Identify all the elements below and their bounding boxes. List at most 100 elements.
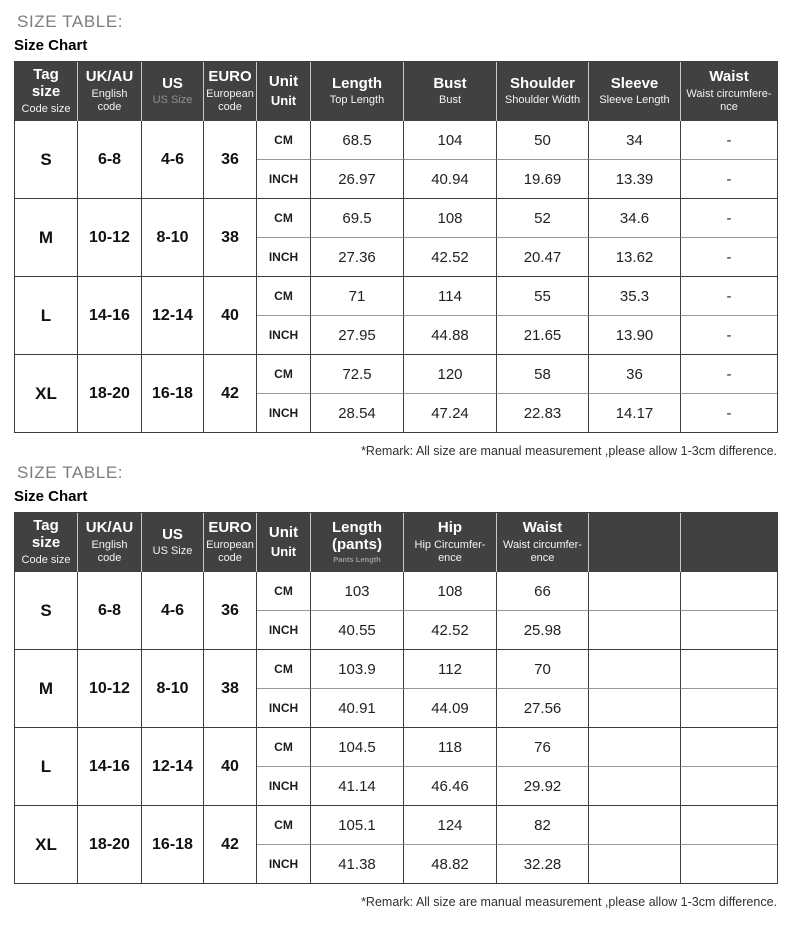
empty-cell xyxy=(681,572,777,611)
length-inch-cell: 28.54 xyxy=(311,394,404,432)
tag-size-cell: M xyxy=(15,650,78,728)
header-sub: Unit xyxy=(270,93,297,109)
header-unit: Unit Unit xyxy=(257,513,311,572)
tag-size-cell: XL xyxy=(15,355,78,432)
shoulder-inch-cell: 19.69 xyxy=(497,160,589,199)
header-sub: US Size xyxy=(152,94,193,107)
header-length-pants: Length (pants) Pants Length xyxy=(311,513,404,572)
sleeve-cm-cell: 35.3 xyxy=(589,277,681,316)
header-sub: Code size xyxy=(21,102,71,115)
pants-length-inch-cell: 41.38 xyxy=(311,845,404,883)
header-main: EURO xyxy=(208,68,252,86)
unit-inch-cell: INCH xyxy=(257,394,311,432)
hip-inch-cell: 46.46 xyxy=(404,767,497,806)
tag-size-cell: S xyxy=(15,121,78,199)
bust-inch-cell: 40.94 xyxy=(404,160,497,199)
empty-cell xyxy=(589,806,681,845)
header-main: Waist xyxy=(709,68,749,86)
header-euro: EURO European code xyxy=(204,62,257,121)
size-row-xl-inch: INCH 41.38 48.82 32.28 xyxy=(15,845,777,883)
waist-inch-cell: 29.92 xyxy=(497,767,589,806)
size-row-xl-inch: INCH 28.54 47.24 22.83 14.17 - xyxy=(15,394,777,432)
header-length: Length Top Length xyxy=(311,62,404,121)
header-main: UK/AU xyxy=(85,68,134,86)
size-chart-title-bottom: Size Chart xyxy=(14,488,88,505)
sleeve-inch-cell: 14.17 xyxy=(589,394,681,432)
us-cell: 8-10 xyxy=(142,650,204,728)
header-sub: Code size xyxy=(21,553,71,566)
hip-cm-cell: 118 xyxy=(404,728,497,767)
uk-au-cell: 10-12 xyxy=(78,650,142,728)
header-sub: English code xyxy=(91,87,128,113)
unit-cm-cell: CM xyxy=(257,121,311,160)
header-row: Tag size Code size UK/AU English code US US… xyxy=(15,513,777,572)
unit-cm-cell: CM xyxy=(257,806,311,845)
waist-inch-cell: - xyxy=(681,160,777,199)
header-tag-size: Tag size Code size xyxy=(15,62,78,121)
header-main: Length xyxy=(332,74,382,92)
bust-cm-cell: 120 xyxy=(404,355,497,394)
empty-cell xyxy=(681,611,777,650)
header-sub: Waist circumfer- ence xyxy=(502,538,583,564)
waist-cm-cell: - xyxy=(681,199,777,238)
header-main: Shoulder xyxy=(509,74,575,92)
tag-size-cell: L xyxy=(15,277,78,355)
empty-cell xyxy=(589,650,681,689)
size-table-eyebrow-bottom: SIZE TABLE: xyxy=(17,463,124,482)
waist-cm-cell: - xyxy=(681,355,777,394)
header-main: Waist xyxy=(522,519,563,537)
shoulder-cm-cell: 58 xyxy=(497,355,589,394)
shoulder-inch-cell: 21.65 xyxy=(497,316,589,355)
header-sub: Sleeve Length xyxy=(599,94,670,107)
header-sub: Unit xyxy=(270,544,297,560)
waist-cm-cell: - xyxy=(681,121,777,160)
shoulder-cm-cell: 52 xyxy=(497,199,589,238)
header-sub: Waist circumfere- nce xyxy=(686,87,772,113)
unit-cm-cell: CM xyxy=(257,572,311,611)
uk-au-cell: 6-8 xyxy=(78,572,142,650)
uk-au-cell: 6-8 xyxy=(78,121,142,199)
header-main: Sleeve xyxy=(610,74,659,92)
header-main: US xyxy=(162,74,183,92)
empty-cell xyxy=(681,689,777,728)
sleeve-cm-cell: 36 xyxy=(589,355,681,394)
header-unit: Unit Unit xyxy=(257,62,311,121)
pants-length-cm-cell: 104.5 xyxy=(311,728,404,767)
size-row-m-cm: M 10-12 8-10 38 CM 103.9 112 70 xyxy=(15,650,777,728)
bust-inch-cell: 47.24 xyxy=(404,394,497,432)
uk-au-cell: 18-20 xyxy=(78,806,142,883)
bust-inch-cell: 42.52 xyxy=(404,238,497,277)
tag-size-cell: L xyxy=(15,728,78,806)
empty-cell xyxy=(589,845,681,883)
header-empty-1 xyxy=(589,513,681,572)
bust-cm-cell: 104 xyxy=(404,121,497,160)
euro-cell: 42 xyxy=(204,806,257,883)
header-sub: Bust xyxy=(438,94,461,107)
size-row-l-cm: L 14-16 12-14 40 CM 104.5 118 76 xyxy=(15,728,777,806)
euro-cell: 42 xyxy=(204,355,257,432)
euro-cell: 38 xyxy=(204,199,257,277)
euro-cell: 38 xyxy=(204,650,257,728)
length-cm-cell: 71 xyxy=(311,277,404,316)
hip-inch-cell: 48.82 xyxy=(404,845,497,883)
size-row-s-cm: S 6-8 4-6 36 CM 103 108 66 xyxy=(15,572,777,650)
sleeve-cm-cell: 34 xyxy=(589,121,681,160)
unit-cm-cell: CM xyxy=(257,650,311,689)
size-row-l-inch: INCH 41.14 46.46 29.92 xyxy=(15,767,777,806)
empty-cell xyxy=(681,650,777,689)
empty-cell xyxy=(681,728,777,767)
sleeve-cm-cell: 34.6 xyxy=(589,199,681,238)
header-sub: English code xyxy=(91,538,128,564)
sleeve-inch-cell: 13.39 xyxy=(589,160,681,199)
shoulder-inch-cell: 20.47 xyxy=(497,238,589,277)
size-row-m-cm: M 10-12 8-10 38 CM 69.5 108 52 34.6 - xyxy=(15,199,777,277)
waist-inch-cell: - xyxy=(681,394,777,432)
waist-cm-cell: 82 xyxy=(497,806,589,845)
header-main: Length (pants) xyxy=(332,519,382,554)
waist-cm-cell: 66 xyxy=(497,572,589,611)
header-main: US xyxy=(162,525,183,543)
unit-cm-cell: CM xyxy=(257,277,311,316)
header-main: Tag size xyxy=(31,66,61,101)
unit-cm-cell: CM xyxy=(257,728,311,767)
measurement-remark-top: *Remark: All size are manual measurement… xyxy=(361,444,777,458)
